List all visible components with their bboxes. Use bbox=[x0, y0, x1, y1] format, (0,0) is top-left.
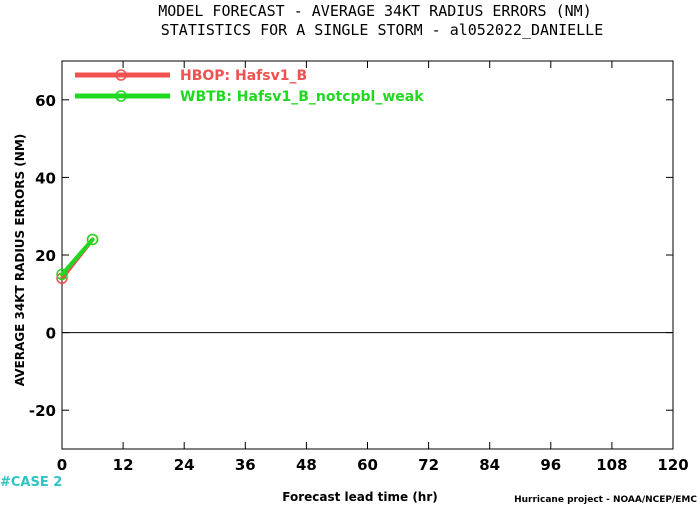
legend: HBOP: Hafsv1_B WBTB: Hafsv1_B_notcpbl_wea… bbox=[75, 68, 424, 105]
x-tick-label: 0 bbox=[57, 456, 67, 474]
data-point bbox=[86, 233, 99, 246]
y-tick-label: -20 bbox=[29, 402, 56, 420]
chart-title-line1: MODEL FORECAST - AVERAGE 34KT RADIUS ERR… bbox=[158, 2, 591, 20]
y-axis-label: AVERAGE 34KT RADIUS ERRORS (NM) bbox=[13, 134, 27, 386]
data-point bbox=[56, 268, 68, 281]
x-tick-label: 24 bbox=[174, 456, 195, 474]
legend-label-2: WBTB: Hafsv1_B_notcpbl_weak bbox=[180, 89, 424, 105]
series-layer bbox=[56, 233, 99, 285]
legend-marker-1 bbox=[115, 69, 127, 81]
y-tick-label: 40 bbox=[35, 169, 56, 187]
x-tick-label: 84 bbox=[479, 456, 500, 474]
y-tick-label: 20 bbox=[35, 247, 56, 265]
x-tick-label: 60 bbox=[357, 456, 378, 474]
legend-marker-2 bbox=[115, 90, 127, 102]
legend-label-1: HBOP: Hafsv1_B bbox=[180, 68, 307, 84]
case-label: #CASE 2 bbox=[0, 475, 62, 490]
x-tick-label: 120 bbox=[657, 456, 688, 474]
x-tick-label: 12 bbox=[113, 456, 134, 474]
x-tick-label: 48 bbox=[296, 456, 317, 474]
y-tick-label: 0 bbox=[46, 325, 56, 343]
chart-title-line2: STATISTICS FOR A SINGLE STORM - al052022… bbox=[161, 21, 604, 39]
y-tick-label: 60 bbox=[35, 92, 56, 110]
x-tick-label: 108 bbox=[596, 456, 627, 474]
axis-ticks: 0 12 24 36 48 60 72 84 96 108 120 -20 0 20 40 60 bbox=[29, 61, 689, 474]
x-axis-label: Forecast lead time (hr) bbox=[282, 490, 438, 504]
x-tick-label: 36 bbox=[235, 456, 256, 474]
credit-text: Hurricane project - NOAA/NCEP/EMC bbox=[514, 495, 697, 505]
x-tick-label: 96 bbox=[540, 456, 561, 474]
series-line-2 bbox=[60, 237, 95, 277]
plot-frame bbox=[61, 60, 674, 450]
x-tick-label: 72 bbox=[418, 456, 439, 474]
